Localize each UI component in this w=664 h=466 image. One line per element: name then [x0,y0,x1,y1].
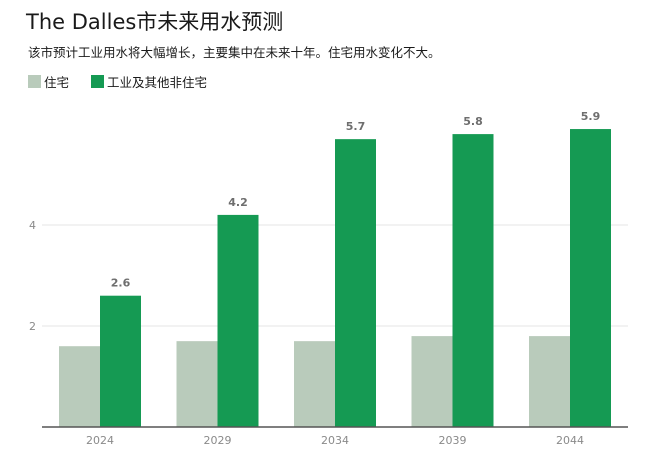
data-label: 5.7 [346,120,366,133]
x-tick-label: 2044 [556,434,584,447]
legend-swatch-industrial [91,75,105,88]
legend-label-industrial: 工业及其他非住宅 [107,75,208,90]
x-tick-label: 2029 [204,434,232,447]
legend-item-residential: 住宅 [28,72,69,91]
x-tick-label: 2039 [439,434,467,447]
bar-residential-2044 [529,336,570,427]
data-label: 4.2 [228,196,248,209]
data-label: 5.8 [463,115,483,128]
data-label: 5.9 [581,110,601,123]
bar-industrial-2044 [570,129,611,428]
bar-residential-2029 [176,341,218,427]
legend-item-industrial: 工业及其他非住宅 [91,72,207,91]
bar-industrial-2039 [452,134,494,427]
y-tick-label: 4 [29,219,36,232]
bar-industrial-2024 [100,295,141,427]
x-tick-label: 2024 [86,434,114,447]
y-tick-label: 2 [29,320,36,333]
legend-label-residential: 住宅 [44,75,70,90]
bar-industrial-2034 [335,139,376,427]
chart-title: The Dalles市未来用水预测 [26,10,284,34]
legend-swatch-residential [28,75,41,88]
data-label: 2.6 [111,277,131,290]
bar-residential-2024 [59,346,100,427]
chart-subtitle: 该市预计工业用水将大幅增长，主要集中在未来十年。住宅用水变化不大。 [28,45,441,60]
bar-residential-2034 [294,341,335,427]
bar-industrial-2029 [217,214,259,427]
bar-residential-2039 [411,336,453,427]
legend: 住宅 工业及其他非住宅 [28,72,229,91]
x-tick-label: 2034 [321,434,349,447]
